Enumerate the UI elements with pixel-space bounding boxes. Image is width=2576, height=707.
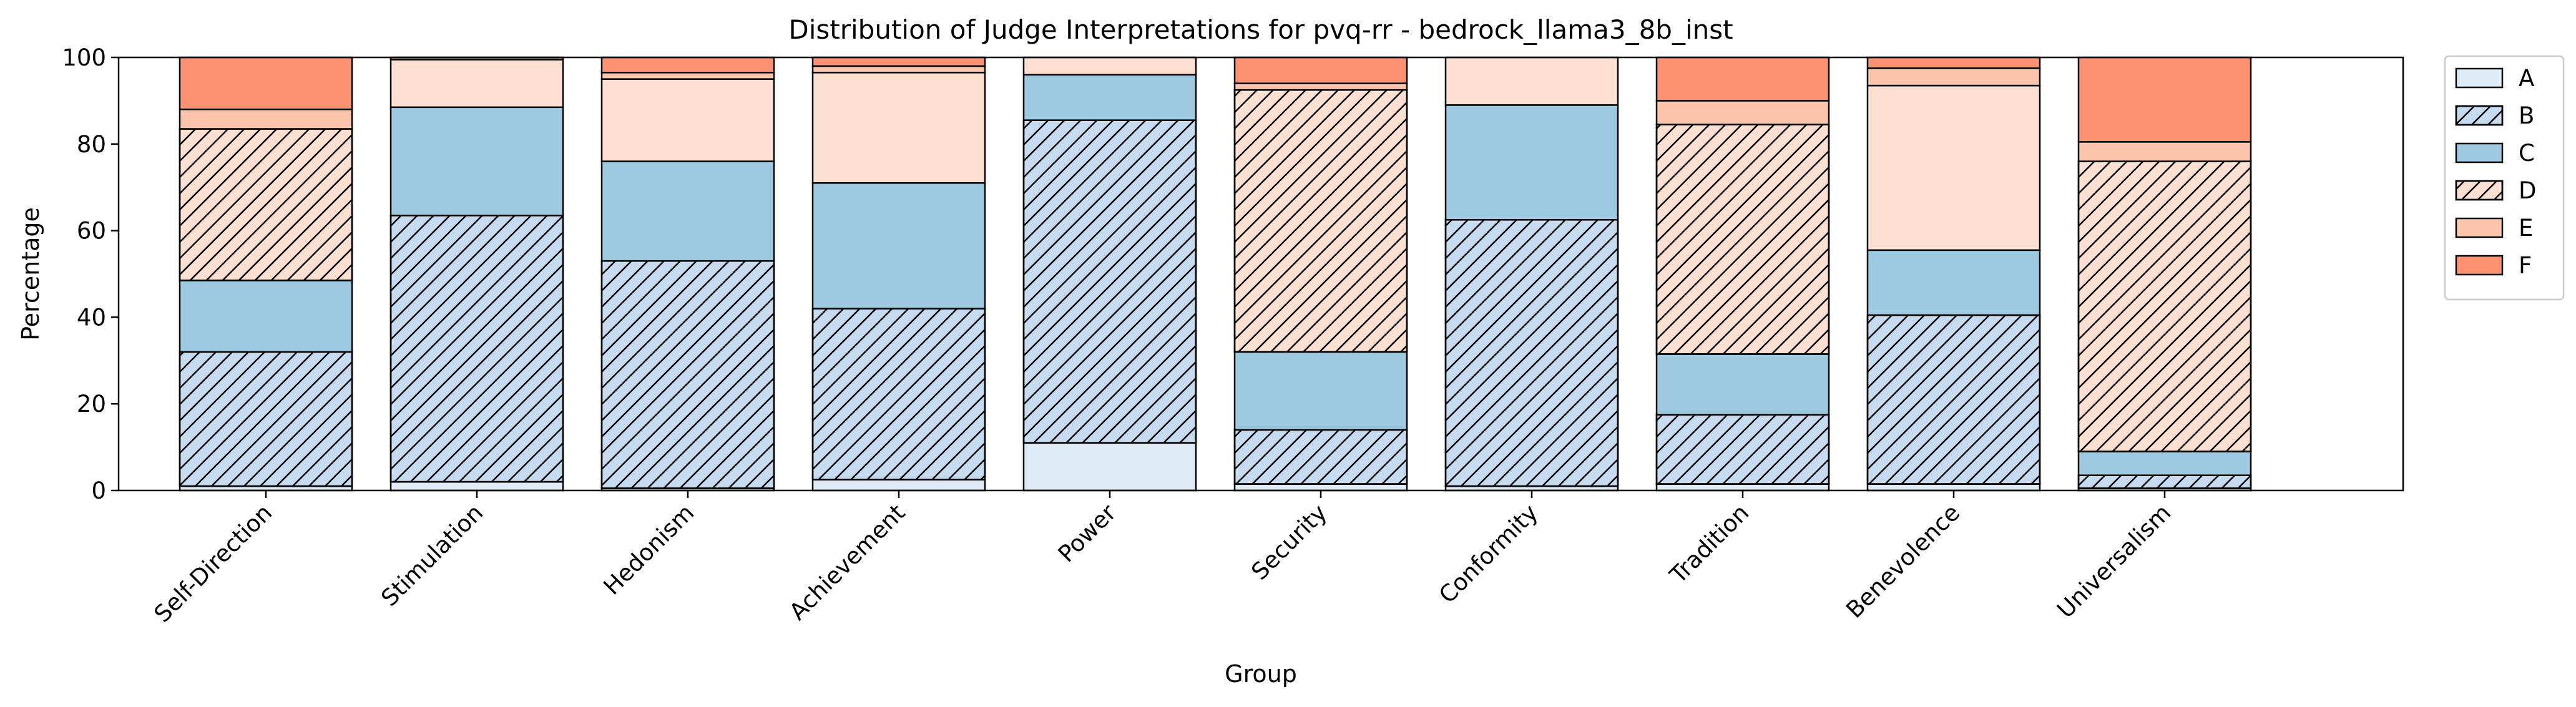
bar-segment-f-benevolence [1866, 56, 2041, 69]
y-axis-label: Percentage [17, 207, 44, 341]
bar-segment-e-benevolence [1866, 67, 2041, 87]
bar-segment-f-achievement [811, 56, 986, 67]
bar-segment-c-universalism [2077, 451, 2252, 476]
bar-segment-d-light-achievement [811, 72, 986, 184]
y-tick-label-0: 0 [91, 477, 106, 504]
bar-hatch-b-achievement [811, 308, 986, 480]
bar-segment-d-light-hedonism [600, 78, 775, 162]
legend-label-b: B [2519, 102, 2534, 129]
bar-segment-f-self-direction [179, 56, 353, 110]
legend-label-d: D [2519, 177, 2537, 204]
x-tick-label-tradition: Tradition [1664, 499, 1754, 589]
bar-segment-f-security [1233, 56, 1408, 84]
x-tick-label-hedonism: Hedonism [599, 499, 700, 600]
legend-label-a: A [2519, 65, 2534, 92]
legend-swatch-a [2455, 67, 2504, 89]
bar-segment-f-hedonism [600, 56, 775, 74]
x-tick-label-benevolence: Benevolence [1841, 499, 1965, 623]
x-tick-label-stimulation: Stimulation [376, 499, 488, 612]
bar-segment-a-benevolence [1866, 483, 2041, 492]
bar-hatch-b-power [1022, 119, 1197, 444]
y-tick-label-80: 80 [77, 131, 106, 158]
bar-segment-d-light-conformity [1444, 56, 1619, 106]
bar-segment-d-light-benevolence [1866, 84, 2041, 251]
bar-hatch-d-security [1233, 89, 1408, 353]
y-tick-label-40: 40 [77, 304, 106, 331]
plot-frame [117, 56, 2404, 492]
bar-hatch-b-universalism [2077, 474, 2252, 489]
bar-segment-a-achievement [811, 479, 986, 492]
bar-hatch-d-self-direction [179, 128, 353, 281]
bar-segment-e-hedonism [600, 72, 775, 80]
bar-hatch-b-benevolence [1866, 314, 2041, 485]
legend-label-e: E [2519, 215, 2533, 241]
bar-segment-c-tradition [1655, 353, 1830, 416]
bar-segment-c-conformity [1444, 104, 1619, 221]
bar-hatch-d-universalism [2077, 160, 2252, 452]
legend-swatch-hatch-d [2455, 180, 2504, 201]
legend-label-c: C [2519, 140, 2535, 167]
x-tick-label-universalism: Universalism [2052, 499, 2176, 623]
bar-segment-e-security [1233, 82, 1408, 91]
bar-segment-e-achievement [811, 65, 986, 74]
bar-segment-d-light-stimulation [389, 59, 564, 109]
x-tick-label-security: Security [1246, 499, 1333, 585]
x-tick-label-conformity: Conformity [1434, 499, 1543, 608]
y-tick-label-100: 100 [62, 44, 106, 71]
bar-segment-a-power [1022, 442, 1197, 492]
x-axis: Self-Direction Stimulation Hedonism Achieve… [149, 490, 2176, 628]
bar-segment-c-self-direction [179, 280, 353, 353]
bar-segment-e-universalism [2077, 141, 2252, 162]
x-tick-label-achievement: Achievement [784, 499, 910, 625]
x-axis-label: Group [1225, 660, 1297, 688]
bar-segment-e-self-direction [179, 109, 353, 130]
legend-swatch-e [2455, 217, 2504, 238]
bar-hatch-d-tradition [1655, 124, 1830, 355]
y-axis: 0 20 40 60 80 100 [62, 44, 119, 504]
legend-swatch-c [2455, 142, 2504, 163]
bar-segment-f-tradition [1655, 56, 1830, 102]
legend-swatch-f [2455, 255, 2504, 276]
bar-segment-e-tradition [1655, 100, 1830, 125]
bar-segment-c-security [1233, 351, 1408, 431]
bars-group [179, 56, 2252, 492]
bar-segment-c-achievement [811, 182, 986, 310]
legend-label-f: F [2519, 252, 2532, 279]
bar-hatch-b-conformity [1444, 219, 1619, 487]
chart-title: Distribution of Judge Interpretations fo… [788, 14, 1733, 45]
bar-segment-a-stimulation [389, 480, 564, 492]
bar-segment-f-universalism [2077, 56, 2252, 143]
bar-hatch-b-self-direction [179, 351, 353, 487]
bar-hatch-b-stimulation [389, 215, 564, 483]
bar-hatch-b-hedonism [600, 260, 775, 489]
bar-segment-a-security [1233, 483, 1408, 492]
y-tick-label-60: 60 [77, 218, 106, 245]
bar-segment-c-benevolence [1866, 249, 2041, 316]
bar-segment-c-stimulation [389, 106, 564, 217]
bar-hatch-b-security [1233, 429, 1408, 485]
y-tick-label-20: 20 [77, 391, 106, 417]
bar-segment-c-hedonism [600, 160, 775, 262]
bar-segment-c-power [1022, 74, 1197, 121]
bar-segment-d-light-power [1022, 56, 1197, 76]
legend-swatch-hatch-b [2455, 105, 2504, 126]
x-tick-label-self-direction: Self-Direction [149, 499, 278, 628]
bar-hatch-b-tradition [1655, 414, 1830, 485]
x-tick-label-power: Power [1053, 499, 1122, 567]
bar-segment-a-tradition [1655, 483, 1830, 492]
